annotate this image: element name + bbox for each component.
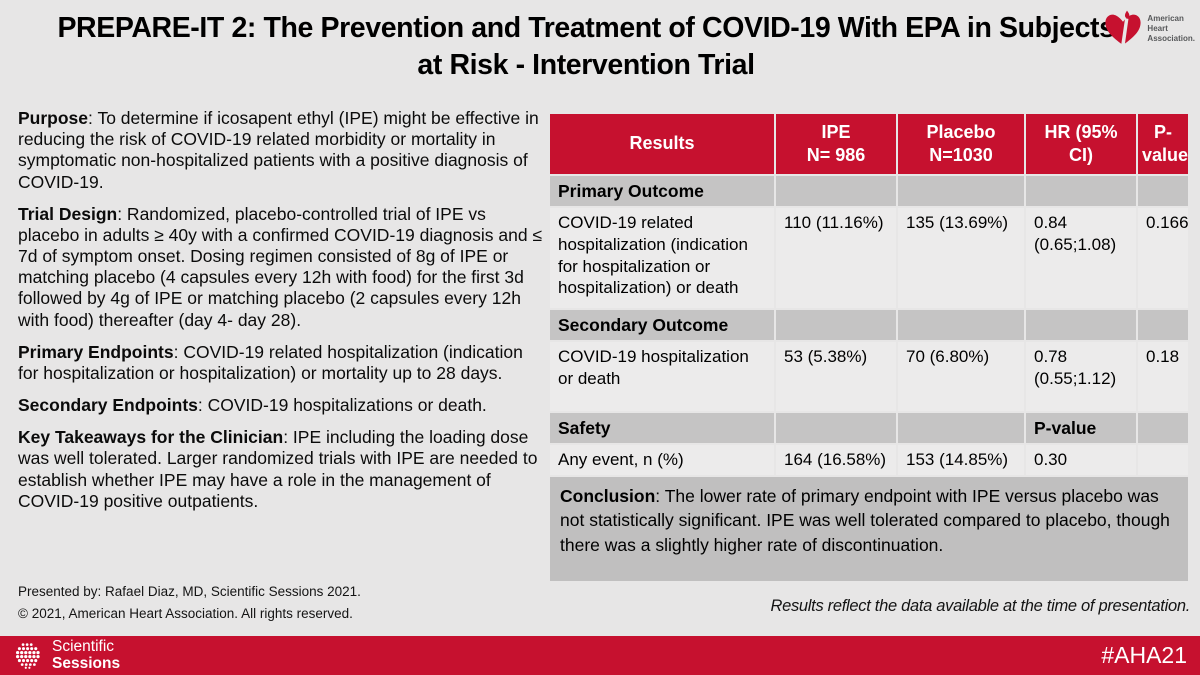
table-cell xyxy=(776,176,896,206)
table-cell xyxy=(1138,176,1188,206)
table-cell xyxy=(898,310,1024,340)
paragraph-text: : COVID-19 hospitalizations or death. xyxy=(197,395,487,416)
table-cell xyxy=(1138,413,1188,443)
paragraph-secondary-endpoints: Secondary Endpoints: COVID-19 hospitaliz… xyxy=(18,395,545,416)
p-value: 0.30 xyxy=(1026,445,1136,475)
table-cell xyxy=(898,176,1024,206)
section-label: Primary Outcome xyxy=(550,176,774,206)
section-row-secondary-outcome: Secondary Outcome xyxy=(550,310,1188,340)
placebo-value: 153 (14.85%) xyxy=(898,445,1024,475)
copyright-line: © 2021, American Heart Association. All … xyxy=(18,605,353,621)
results-table: Results IPE N= 986 Placebo N=1030 HR (95… xyxy=(548,112,1190,583)
data-row-primary-outcome: COVID-19 related hospitalization (indica… xyxy=(550,208,1189,308)
paragraph-label: Primary Endpoints xyxy=(18,341,174,362)
col-header-pvalue: P- value xyxy=(1138,114,1188,174)
table-cell xyxy=(776,310,896,340)
table-cell xyxy=(1026,310,1136,340)
section-row-primary-outcome: Primary Outcome xyxy=(550,176,1188,206)
outcome-label: COVID-19 related hospitalization (indica… xyxy=(550,208,774,308)
ipe-value: 53 (5.38%) xyxy=(776,342,896,411)
data-availability-note: Results reflect the data available at th… xyxy=(770,597,1190,615)
paragraph-label: Trial Design xyxy=(18,203,118,224)
hashtag-aha21: #AHA21 xyxy=(1101,642,1187,668)
section-label: Safety xyxy=(550,413,774,443)
brand-line-sessions: Sessions xyxy=(52,654,121,672)
footer-bar: Scientific Sessions #AHA21 xyxy=(0,636,1200,675)
placebo-value: 135 (13.69%) xyxy=(898,208,1024,308)
conclusion-label: Conclusion xyxy=(560,485,656,506)
hr-value: 0.84 (0.65;1.08) xyxy=(1026,208,1136,308)
paragraph-primary-endpoints: Primary Endpoints: COVID-19 related hosp… xyxy=(18,342,545,384)
paragraph-text: : Randomized, placebo-controlled trial o… xyxy=(18,203,543,330)
section-label: Secondary Outcome xyxy=(550,310,774,340)
aha-logo: American Heart Association. xyxy=(1103,8,1195,50)
data-row-any-event: Any event, n (%) 164 (16.58%) 153 (14.85… xyxy=(550,445,1188,475)
paragraph-label: Purpose xyxy=(18,108,89,128)
scientific-sessions-logo: Scientific Sessions xyxy=(13,637,121,672)
col-header-ipe: IPE N= 986 xyxy=(776,114,896,174)
conclusion-row: Conclusion: The lower rate of primary en… xyxy=(550,476,1188,581)
conclusion-box: Conclusion: The lower rate of primary en… xyxy=(550,476,1188,581)
conclusion-text: : The lower rate of primary endpoint wit… xyxy=(560,485,1170,555)
hr-value: 0.78 (0.55;1.12) xyxy=(1026,342,1136,411)
paragraph-text: : COVID-19 related hospitalization (indi… xyxy=(18,341,523,383)
safety-pvalue-header: P-value xyxy=(1026,413,1136,443)
slide-title: PREPARE-IT 2: The Prevention and Treatme… xyxy=(57,12,1115,82)
paragraph-label: Secondary Endpoints xyxy=(18,395,198,416)
p-value: 0.18 xyxy=(1138,342,1188,411)
paragraph-label: Key Takeaways for the Clinician xyxy=(18,427,284,448)
table-header-row: Results IPE N= 986 Placebo N=1030 HR (95… xyxy=(550,114,1188,174)
credits-block: Presented by: Rafael Diaz, MD, Scientifi… xyxy=(18,581,361,624)
paragraph-trial-design: Trial Design: Randomized, placebo-contro… xyxy=(18,204,545,331)
dotted-globe-icon xyxy=(13,641,44,670)
outcome-label: COVID-19 hospitalization or death xyxy=(550,342,774,411)
brand-line-scientific: Scientific xyxy=(52,637,115,655)
paragraph-purpose: Purpose: To determine if icosapent ethyl… xyxy=(18,108,545,193)
ipe-value: 164 (16.58%) xyxy=(776,445,896,475)
p-value: 0.166 xyxy=(1138,208,1189,308)
col-header-placebo: Placebo N=1030 xyxy=(898,114,1024,174)
aha-logo-text: American Heart Association. xyxy=(1147,14,1195,43)
col-header-results: Results xyxy=(550,114,774,174)
table-cell xyxy=(776,413,896,443)
table-cell xyxy=(898,413,1024,443)
col-header-hr: HR (95% CI) xyxy=(1026,114,1136,174)
ipe-value: 110 (11.16%) xyxy=(776,208,896,308)
paragraph-key-takeaways: Key Takeaways for the Clinician: IPE inc… xyxy=(18,427,545,512)
summary-text-column: Purpose: To determine if icosapent ethyl… xyxy=(18,108,545,523)
table-cell xyxy=(1138,445,1188,475)
placebo-value: 70 (6.80%) xyxy=(898,342,1024,411)
table-cell xyxy=(1138,310,1188,340)
outcome-label: Any event, n (%) xyxy=(550,445,774,475)
aha-heart-torch-icon xyxy=(1103,8,1143,50)
paragraph-text: : To determine if icosapent ethyl (IPE) … xyxy=(18,108,539,192)
data-row-secondary-outcome: COVID-19 hospitalization or death 53 (5.… xyxy=(550,342,1188,411)
table-cell xyxy=(1026,176,1136,206)
scientific-sessions-wordmark: Scientific Sessions xyxy=(52,637,121,672)
paragraph-text: : IPE including the loading dose was wel… xyxy=(18,427,538,511)
presented-by-line: Presented by: Rafael Diaz, MD, Scientifi… xyxy=(18,584,361,599)
section-row-safety: Safety P-value xyxy=(550,413,1188,443)
